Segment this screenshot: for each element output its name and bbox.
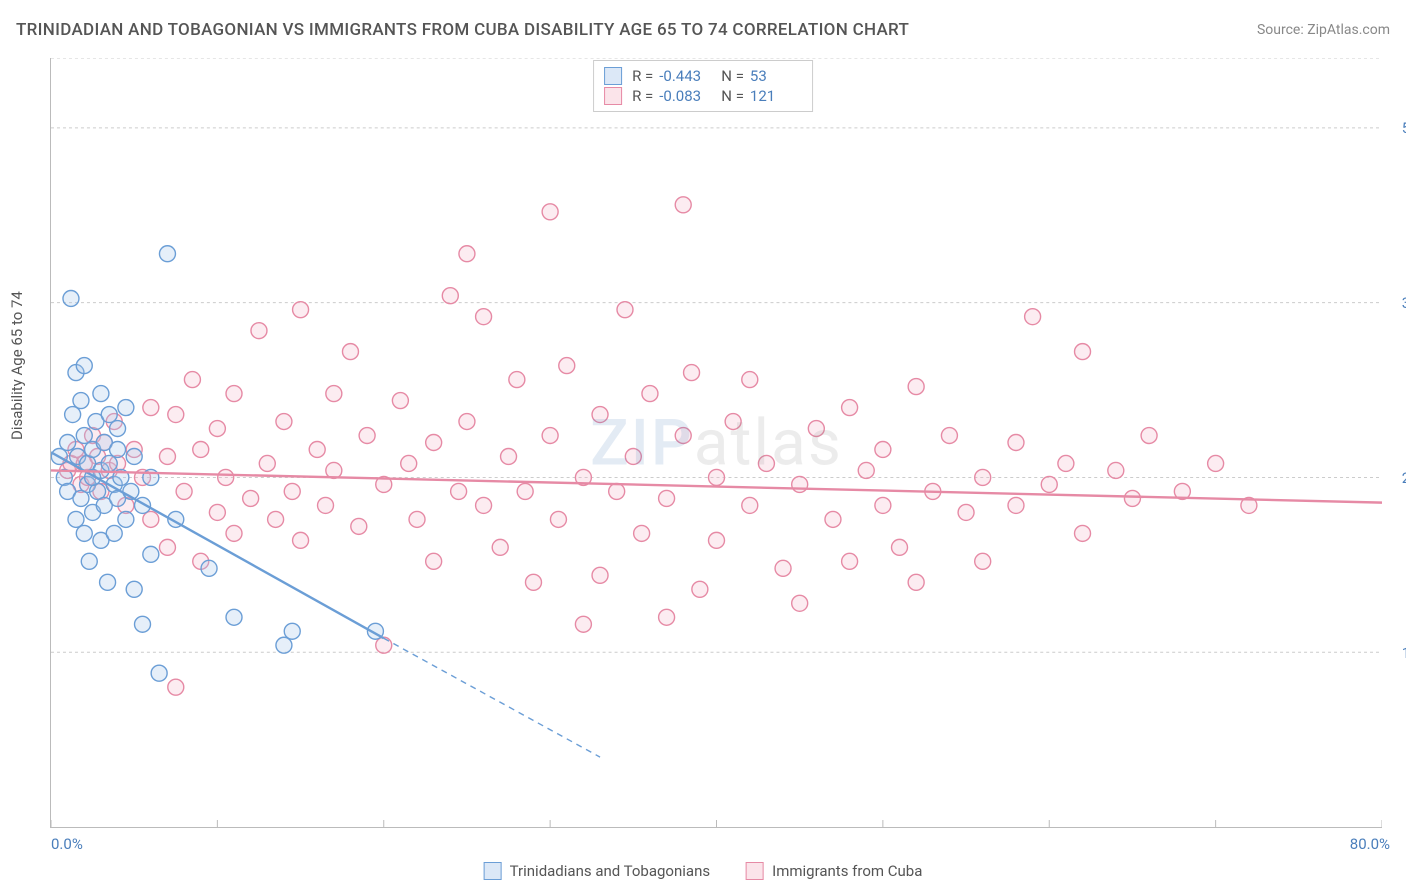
- y-axis-label: Disability Age 65 to 74: [8, 291, 26, 440]
- legend-row-cuba: R = -0.083 N = 121: [604, 87, 802, 105]
- legend-item-tt: Trinidadians and Tobagonians: [484, 862, 710, 880]
- r-value-cuba: -0.083: [659, 87, 711, 105]
- legend-item-cuba: Immigrants from Cuba: [746, 862, 922, 880]
- y-tick-label: 37.5%: [1402, 294, 1406, 312]
- x-first-label: 0.0%: [51, 835, 83, 853]
- series-name-tt: Trinidadians and Tobagonians: [510, 862, 710, 880]
- n-value-tt: 53: [750, 67, 802, 85]
- swatch-cuba: [604, 87, 622, 105]
- r-value-tt: -0.443: [659, 67, 711, 85]
- n-label: N =: [721, 67, 744, 85]
- swatch-cuba-bottom: [746, 862, 764, 880]
- legend-row-tt: R = -0.443 N = 53: [604, 67, 802, 85]
- n-label: N =: [721, 87, 744, 105]
- source-prefix: Source:: [1257, 22, 1307, 38]
- series-name-cuba: Immigrants from Cuba: [772, 862, 922, 880]
- swatch-tt-bottom: [484, 862, 502, 880]
- y-tick-label: 25.0%: [1402, 469, 1406, 487]
- chart-title: TRINIDADIAN AND TOBAGONIAN VS IMMIGRANTS…: [16, 20, 909, 40]
- r-label: R =: [632, 87, 653, 105]
- r-label: R =: [632, 67, 653, 85]
- n-value-cuba: 121: [750, 87, 802, 105]
- y-tick-label: 50.0%: [1402, 119, 1406, 137]
- x-last-label: 80.0%: [1350, 835, 1390, 853]
- series-legend: Trinidadians and Tobagonians Immigrants …: [484, 862, 923, 880]
- chart-svg: [51, 58, 1382, 827]
- correlation-legend: R = -0.443 N = 53 R = -0.083 N = 121: [593, 60, 813, 112]
- header-bar: TRINIDADIAN AND TOBAGONIAN VS IMMIGRANTS…: [16, 20, 1390, 40]
- swatch-tt: [604, 67, 622, 85]
- source-attribution: Source: ZipAtlas.com: [1257, 22, 1390, 38]
- y-tick-label: 12.5%: [1402, 644, 1406, 662]
- plot-area: ZIPatlas 12.5%25.0%37.5%50.0%0.0%80.0%: [50, 58, 1382, 828]
- source-name: ZipAtlas.com: [1307, 22, 1390, 38]
